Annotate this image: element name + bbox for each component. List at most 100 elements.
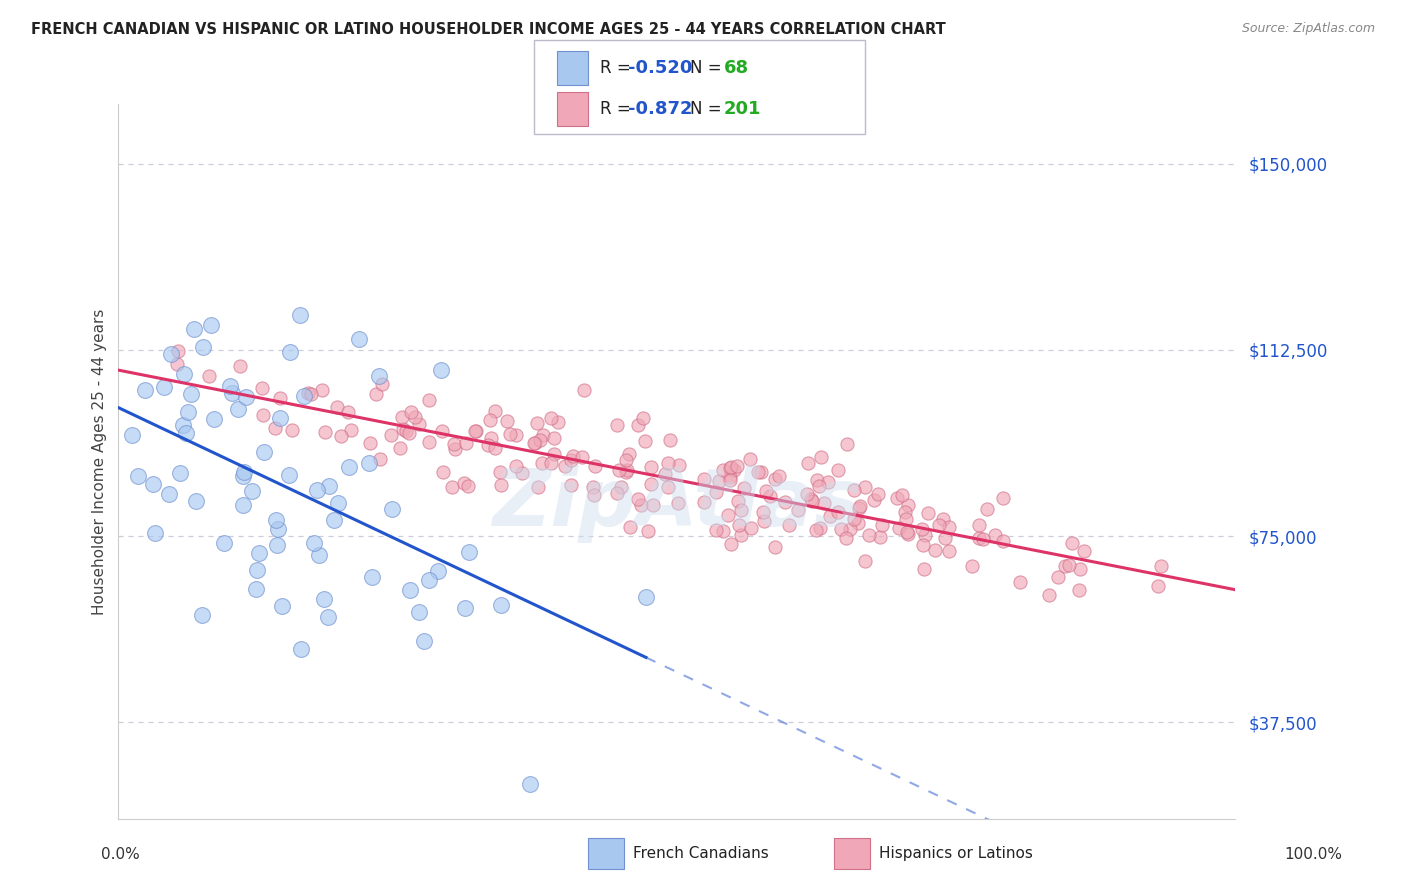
Point [693,472,716,486]
Point [278,345,301,359]
Point [408,417,430,431]
Point [264,513,287,527]
Point [465,424,488,438]
Point [308,548,330,562]
Point [371,377,394,392]
Point [560,478,582,492]
Point [911,538,934,552]
Point [399,405,422,419]
Point [571,450,593,464]
Point [543,447,565,461]
Point [1147,579,1170,593]
Point [432,465,454,479]
Y-axis label: Householder Income Ages 25 - 44 years: Householder Income Ages 25 - 44 years [93,309,107,615]
Point [246,563,269,577]
Point [983,527,1005,541]
Point [292,389,315,403]
Point [659,433,682,447]
Point [226,401,249,416]
Point [391,409,413,424]
Point [934,532,956,546]
Point [869,530,891,544]
Point [830,523,852,537]
Point [634,434,657,448]
Point [200,318,222,332]
Text: 100.0%: 100.0% [1285,847,1343,862]
Point [866,487,889,501]
Point [810,450,832,465]
Point [183,322,205,336]
Point [180,387,202,401]
Point [806,473,828,487]
Text: 0.0%: 0.0% [101,847,141,862]
Point [174,426,197,441]
Point [269,410,291,425]
Point [1057,558,1080,573]
Point [489,466,512,480]
Point [730,527,752,541]
Point [637,524,659,538]
Point [160,347,183,361]
Point [312,592,335,607]
Point [606,486,628,500]
Point [288,308,311,322]
Point [1067,583,1090,598]
Point [540,411,562,425]
Point [314,425,336,439]
Point [818,508,841,523]
Point [967,531,990,545]
Text: ZipAtlas: ZipAtlas [492,466,862,543]
Point [560,453,582,467]
Point [976,501,998,516]
Point [496,414,519,428]
Point [253,445,276,459]
Point [368,369,391,384]
Point [740,521,762,535]
Point [844,483,866,498]
Point [886,491,908,506]
Point [247,546,270,560]
Point [846,516,869,530]
Point [640,460,662,475]
Point [554,458,576,473]
Point [360,570,382,584]
Point [910,522,932,536]
Point [212,535,235,549]
Point [127,468,149,483]
Point [752,505,775,519]
Point [972,533,994,547]
Point [316,610,339,624]
Point [666,496,689,510]
Point [1053,559,1076,574]
Point [540,456,562,470]
Point [267,522,290,536]
Point [166,344,188,359]
Text: -0.520: -0.520 [628,60,693,78]
Point [404,410,426,425]
Point [858,528,880,542]
Point [479,413,502,427]
Point [464,424,486,438]
Point [617,447,640,461]
Point [747,465,769,479]
Point [813,496,835,510]
Point [668,458,690,472]
Point [389,442,412,456]
Point [299,387,322,401]
Point [626,491,648,506]
Point [870,518,893,533]
Point [193,340,215,354]
Point [807,479,830,493]
Point [1060,536,1083,550]
Point [454,601,477,615]
Text: R =: R = [600,100,637,118]
Point [834,532,856,546]
Point [418,573,440,587]
Point [266,538,288,552]
Point [718,473,741,487]
Point [240,483,263,498]
Point [328,496,350,510]
Point [221,385,243,400]
Point [531,456,554,470]
Point [581,480,603,494]
